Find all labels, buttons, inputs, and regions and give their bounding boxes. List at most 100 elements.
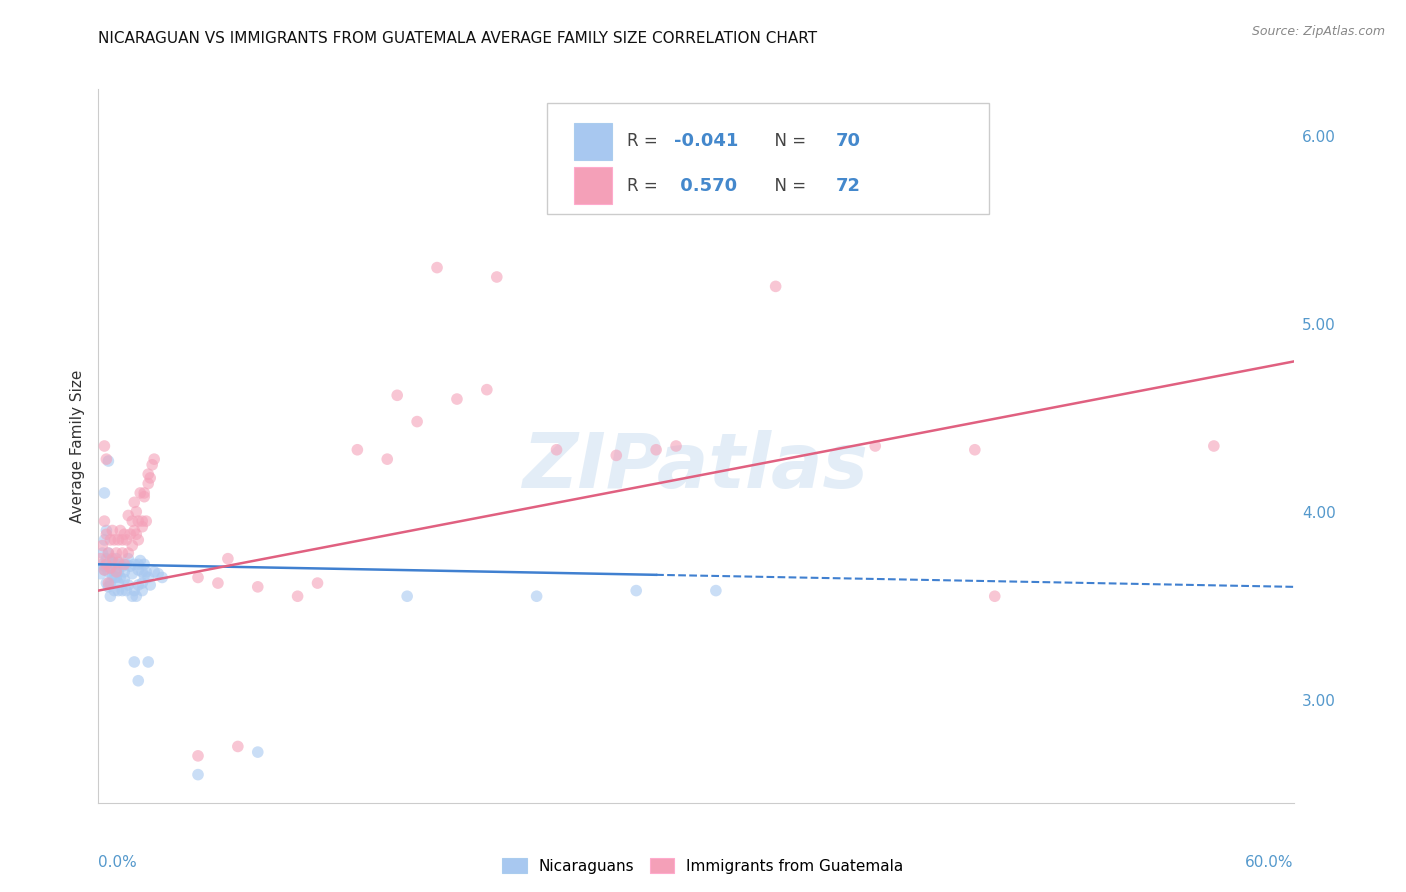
Text: 0.0%: 0.0% — [98, 855, 138, 871]
Point — [143, 452, 166, 467]
Point — [217, 551, 239, 566]
Point — [96, 576, 118, 591]
Point — [346, 442, 368, 457]
Point — [375, 452, 398, 467]
Point — [110, 524, 132, 538]
Text: R =: R = — [627, 132, 662, 150]
Point — [100, 561, 122, 575]
Point — [117, 508, 139, 523]
Point — [127, 533, 149, 547]
Point — [127, 558, 149, 572]
Point — [131, 514, 153, 528]
FancyBboxPatch shape — [574, 123, 613, 160]
Text: N =: N = — [763, 132, 811, 150]
Point — [136, 570, 159, 584]
Point — [124, 583, 146, 598]
Point — [984, 589, 1007, 603]
FancyBboxPatch shape — [547, 103, 988, 214]
Point — [101, 551, 124, 566]
Point — [115, 583, 138, 598]
Point — [136, 467, 159, 482]
Point — [100, 589, 122, 603]
Point — [93, 514, 115, 528]
Point — [91, 539, 114, 553]
Point — [704, 583, 727, 598]
Point — [139, 471, 162, 485]
Point — [127, 578, 149, 592]
Point — [107, 583, 129, 598]
Point — [150, 570, 173, 584]
Point — [127, 563, 149, 577]
Point — [246, 745, 269, 759]
Point — [426, 260, 449, 275]
Point — [97, 546, 120, 560]
Point — [121, 589, 143, 603]
Point — [546, 442, 568, 457]
Point — [120, 559, 142, 574]
Point — [100, 576, 122, 591]
Point — [93, 559, 115, 574]
Point — [96, 551, 118, 566]
Point — [406, 415, 429, 429]
Point — [131, 565, 153, 579]
Point — [246, 580, 269, 594]
Point — [485, 270, 508, 285]
Point — [396, 589, 419, 603]
Point — [100, 553, 122, 567]
Point — [125, 505, 148, 519]
Point — [1202, 439, 1225, 453]
Point — [96, 452, 118, 467]
Point — [103, 533, 125, 547]
Point — [117, 546, 139, 560]
Point — [665, 439, 688, 453]
Point — [96, 524, 118, 538]
Point — [93, 486, 115, 500]
Point — [111, 546, 134, 560]
Point — [117, 551, 139, 566]
Point — [134, 558, 156, 572]
Point — [112, 558, 135, 572]
Point — [526, 589, 548, 603]
Point — [187, 570, 209, 584]
Point — [101, 524, 124, 538]
Point — [101, 568, 124, 582]
Point — [107, 556, 129, 570]
Point — [135, 514, 157, 528]
Point — [124, 495, 146, 509]
Point — [121, 539, 143, 553]
Point — [125, 527, 148, 541]
Point — [124, 524, 146, 538]
Point — [120, 527, 142, 541]
Point — [135, 565, 157, 579]
Point — [93, 563, 115, 577]
Point — [124, 655, 146, 669]
Point — [115, 558, 138, 572]
Point — [96, 527, 118, 541]
Point — [136, 476, 159, 491]
Point — [187, 748, 209, 763]
Point — [131, 583, 153, 598]
Point — [626, 583, 648, 598]
Point — [111, 583, 134, 598]
Point — [121, 514, 143, 528]
Point — [124, 558, 146, 572]
Text: N =: N = — [763, 177, 811, 194]
Point — [134, 486, 156, 500]
Point — [117, 578, 139, 592]
Point — [103, 570, 125, 584]
Point — [129, 486, 152, 500]
Point — [91, 546, 114, 560]
Point — [101, 556, 124, 570]
Text: 70: 70 — [835, 132, 860, 150]
FancyBboxPatch shape — [574, 167, 613, 204]
Point — [121, 566, 143, 581]
Point — [129, 553, 152, 567]
Point — [107, 576, 129, 591]
Point — [134, 490, 156, 504]
Point — [765, 279, 787, 293]
Text: 0.570: 0.570 — [675, 177, 738, 194]
Point — [131, 520, 153, 534]
Point — [107, 565, 129, 579]
Point — [93, 563, 115, 577]
Point — [93, 439, 115, 453]
